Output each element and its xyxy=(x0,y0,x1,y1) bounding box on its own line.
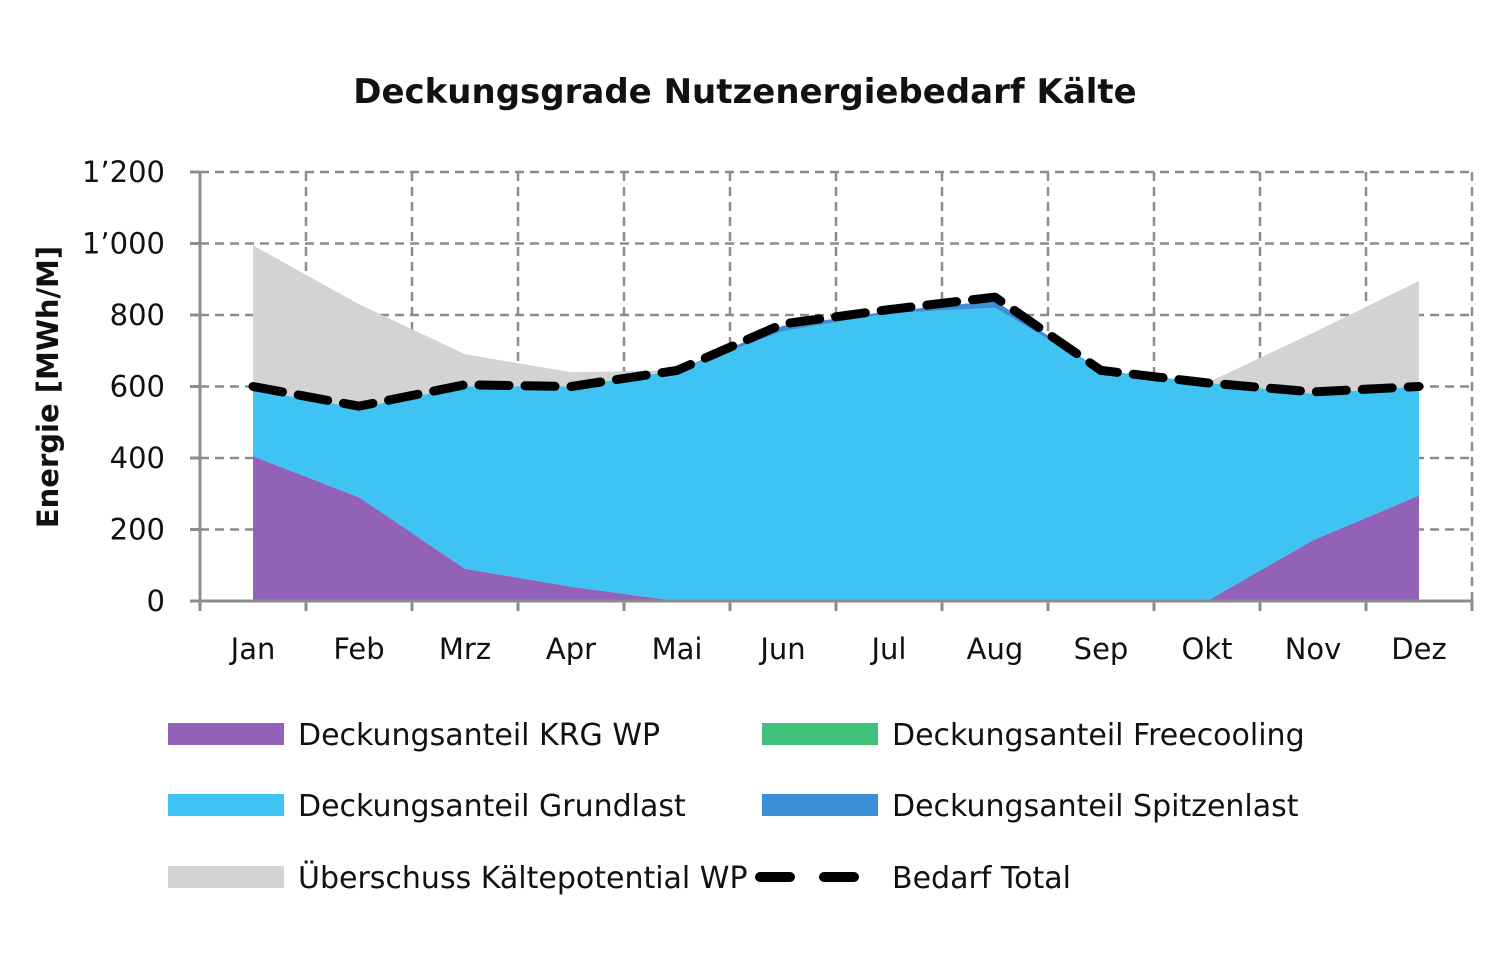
line-series xyxy=(248,292,1424,411)
axes xyxy=(190,170,1474,611)
x-tick-label-mrz: Mrz xyxy=(439,632,491,666)
x-tick-label-apr: Apr xyxy=(546,632,596,666)
y-tick-label-2: 400 xyxy=(110,441,165,475)
chart-title: Deckungsgrade Nutzenergiebedarf Kälte xyxy=(353,72,1137,112)
legend-label--berschuss-k-ltepotential-wp: Überschuss Kältepotential WP xyxy=(298,860,748,896)
line-bedarf-total xyxy=(248,292,1424,411)
y-tick-label-4: 800 xyxy=(110,298,165,332)
legend-label-bedarf-total: Bedarf Total xyxy=(892,861,1071,896)
x-tick-label-jun: Jun xyxy=(758,632,805,666)
legend-item-bedarf-total: Bedarf Total xyxy=(755,861,1071,896)
legend-swatch-deckungsanteil-grundlast xyxy=(168,794,284,816)
x-tick-label-feb: Feb xyxy=(333,632,384,666)
legend-swatch-deckungsanteil-freecooling xyxy=(762,723,878,745)
legend-label-deckungsanteil-spitzenlast: Deckungsanteil Spitzenlast xyxy=(892,789,1299,824)
area-deckungsanteil-krg-wp xyxy=(253,456,1419,601)
legend-label-deckungsanteil-grundlast: Deckungsanteil Grundlast xyxy=(298,789,686,824)
y-tick-label-5: 1’000 xyxy=(82,227,165,261)
legend-item-deckungsanteil-freecooling: Deckungsanteil Freecooling xyxy=(762,718,1305,753)
x-tick-label-sep: Sep xyxy=(1074,632,1129,666)
x-tick-labels: Jan Feb Mrz Apr Mai Jun Jul Aug Sep Okt Nov Dez xyxy=(229,632,1447,666)
legend-swatch--berschuss-k-ltepotential-wp xyxy=(168,866,284,888)
y-tick-label-1: 200 xyxy=(110,513,165,547)
x-tick-label-aug: Aug xyxy=(967,632,1024,666)
legend-item-deckungsanteil-grundlast: Deckungsanteil Grundlast xyxy=(168,789,686,824)
y-tick-label-3: 600 xyxy=(110,370,165,404)
x-tick-label-okt: Okt xyxy=(1182,632,1233,666)
y-tick-labels: 0 200 400 600 800 1’000 1’200 xyxy=(82,155,165,618)
y-axis-label: Energie [MWh/M] xyxy=(31,246,65,528)
x-tick-label-nov: Nov xyxy=(1285,632,1342,666)
x-tick-label-mai: Mai xyxy=(652,632,703,666)
legend-item--berschuss-k-ltepotential-wp: Überschuss Kältepotential WP xyxy=(168,860,748,896)
x-tick-label-jan: Jan xyxy=(229,632,276,666)
legend-swatch-deckungsanteil-spitzenlast xyxy=(762,794,878,816)
y-tick-label-6: 1’200 xyxy=(82,155,165,189)
x-tick-label-jul: Jul xyxy=(870,632,907,666)
area-deckungsanteil-grundlast xyxy=(253,307,1419,601)
y-tick-label-0: 0 xyxy=(147,584,165,618)
x-tick-label-dez: Dez xyxy=(1391,632,1446,666)
area-deckungsanteil-spitzenlast xyxy=(253,300,1419,408)
legend-item-deckungsanteil-spitzenlast: Deckungsanteil Spitzenlast xyxy=(762,789,1299,824)
legend: Deckungsanteil KRG WP Deckungsanteil Free… xyxy=(168,718,1305,896)
legend-label-deckungsanteil-freecooling: Deckungsanteil Freecooling xyxy=(892,718,1305,753)
legend-swatch-deckungsanteil-krg-wp xyxy=(168,723,284,745)
legend-label-deckungsanteil-krg-wp: Deckungsanteil KRG WP xyxy=(298,718,660,753)
legend-item-deckungsanteil-krg-wp: Deckungsanteil KRG WP xyxy=(168,718,660,753)
